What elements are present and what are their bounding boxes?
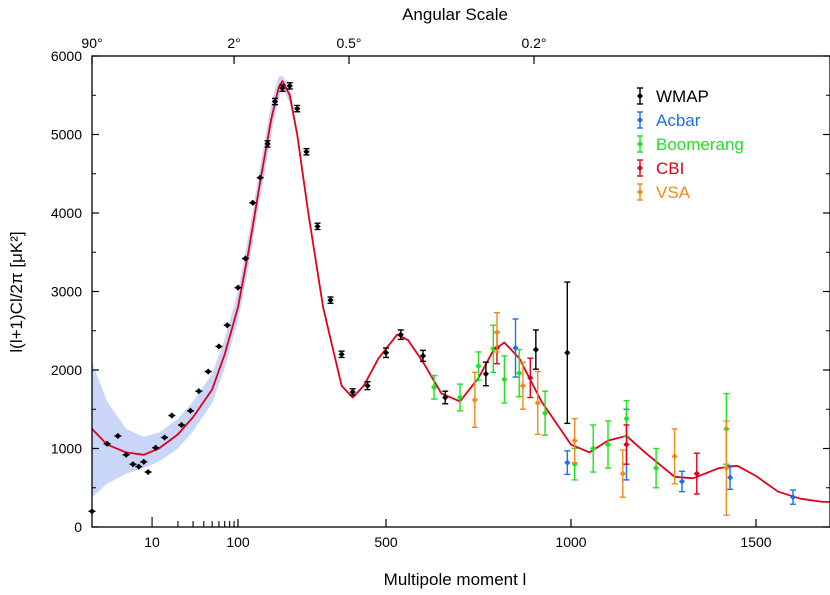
data-point — [532, 346, 539, 353]
top-axis-tick-label: 0.2° — [521, 35, 546, 51]
model-uncertainty-band — [92, 75, 342, 498]
data-point — [364, 382, 371, 389]
model-curve-line — [91, 80, 830, 503]
data-point — [161, 434, 168, 441]
y-tick-label: 3000 — [51, 284, 82, 300]
data-point — [541, 410, 549, 417]
data-point — [571, 437, 578, 444]
legend-label: CBI — [656, 159, 684, 178]
band-area — [92, 75, 342, 498]
data-point — [456, 394, 464, 401]
data-point — [338, 351, 345, 358]
legend-entry-acbar: Acbar — [636, 111, 701, 130]
data-point — [619, 470, 626, 477]
x-tick-label: 10 — [144, 534, 160, 550]
x-tick-label: 100 — [226, 534, 250, 550]
legend-label: VSA — [656, 183, 691, 202]
legend-entry-wmap: WMAP — [636, 87, 709, 106]
legend-label: Acbar — [656, 111, 701, 130]
legend-entry-cbi: CBI — [636, 159, 684, 178]
x-tick-label: 1500 — [740, 534, 771, 550]
x-tick-label: 1000 — [555, 534, 586, 550]
model-curve — [91, 80, 830, 503]
data-point — [349, 388, 356, 396]
y-tick-label: 6000 — [51, 48, 82, 64]
data-point — [430, 384, 438, 391]
top-axis-title: Angular Scale — [402, 5, 508, 24]
top-axis-tick-label: 0.5° — [336, 35, 361, 51]
x-tick-label: 500 — [374, 534, 398, 550]
data-point — [123, 451, 130, 458]
legend-entry-boomerang: Boomerang — [636, 135, 744, 154]
data-point — [327, 297, 334, 304]
data-point — [475, 362, 482, 370]
data-point — [187, 407, 194, 414]
x-axis-title: Multipole moment l — [384, 570, 527, 589]
y-tick-label: 1000 — [51, 441, 82, 457]
top-axis-tick-label: 2° — [227, 35, 240, 51]
data-point — [397, 331, 404, 338]
legend-label: WMAP — [656, 87, 709, 106]
y-axis-title: l(l+1)Cl/2π [μK²] — [7, 231, 26, 352]
data-point — [382, 349, 390, 356]
y-tick-label: 5000 — [51, 127, 82, 143]
data-point — [501, 376, 508, 383]
data-point — [249, 199, 256, 206]
data-point — [482, 370, 490, 378]
axis-ticks: 0 1000 2000 3000 4000 5000 6000 10 100 500 1000 150… — [51, 35, 830, 550]
data-point — [419, 352, 427, 359]
data-point — [471, 396, 478, 403]
data-point — [493, 329, 501, 336]
data-point — [215, 343, 223, 350]
legend-label: Boomerang — [656, 135, 744, 154]
data-point — [129, 461, 137, 468]
data-point — [442, 394, 449, 401]
y-tick-label: 0 — [74, 519, 82, 535]
data-point — [693, 470, 700, 477]
legend: WMAP Acbar Boomerang CBI VSA — [636, 87, 744, 202]
y-tick-label: 2000 — [51, 362, 82, 378]
top-axis-tick-label: 90° — [81, 35, 102, 51]
y-tick-label: 4000 — [51, 205, 82, 221]
